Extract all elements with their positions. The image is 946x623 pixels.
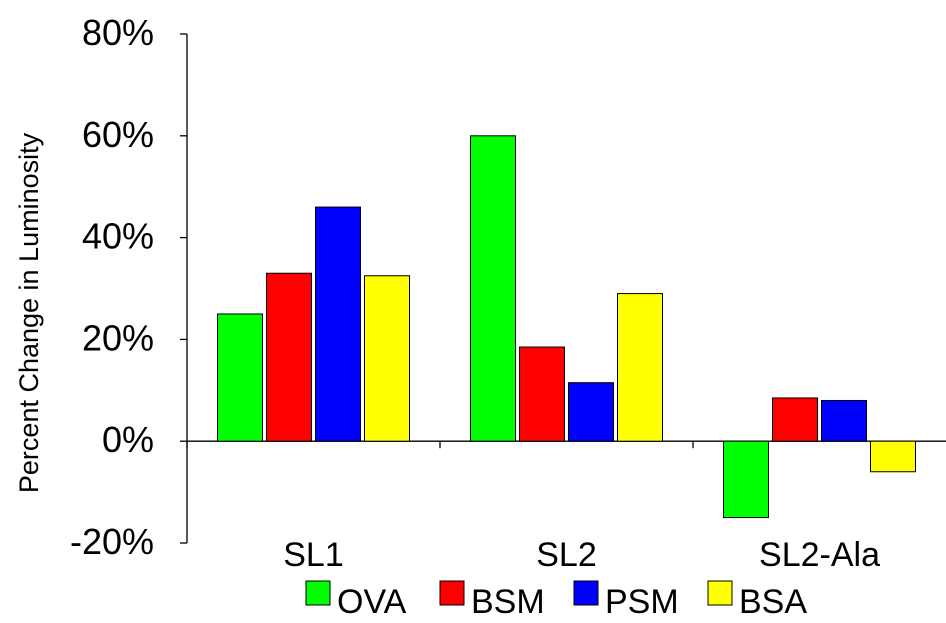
legend-label-psm: PSM xyxy=(605,583,679,618)
bar-bsm-sl2 xyxy=(519,346,565,442)
y-tick-label: 80% xyxy=(82,12,154,53)
y-tick-label: 40% xyxy=(82,216,154,257)
axes: -20% 0% 20% 40% 60% 80% SL1 SL2 SL2-Ala xyxy=(70,12,946,574)
y-tick-label: 0% xyxy=(102,419,154,460)
bar-bsm-sl2-ala xyxy=(772,397,818,442)
legend-label-bsa: BSA xyxy=(739,583,807,618)
bar-psm-sl2-ala xyxy=(821,399,867,442)
y-tick-label: 60% xyxy=(82,114,154,155)
legend-swatch-bsa xyxy=(707,580,733,606)
bar-ova-sl1 xyxy=(217,313,263,442)
legend-label-ova: OVA xyxy=(337,583,407,618)
bar-psm-sl2 xyxy=(568,382,614,442)
legend-swatch-ova xyxy=(305,580,331,606)
bars xyxy=(217,135,916,519)
legend-label-bsm: BSM xyxy=(471,583,545,618)
y-axis-label: Percent Change in Luminosity xyxy=(14,132,44,493)
bar-bsa-sl2-ala xyxy=(870,440,916,473)
y-tick-label: -20% xyxy=(70,521,154,562)
x-tick-label: SL2-Ala xyxy=(759,536,880,574)
bar-bsa-sl1 xyxy=(364,275,410,442)
bar-bsa-sl2 xyxy=(617,293,663,442)
legend-swatch-psm xyxy=(573,580,599,606)
y-tick-label: 20% xyxy=(82,317,154,358)
x-tick-label: SL1 xyxy=(283,536,344,574)
legend: OVA BSM PSM BSA xyxy=(305,580,807,621)
bar-bsm-sl1 xyxy=(266,272,312,442)
bar-ova-sl2 xyxy=(470,135,516,442)
bar-psm-sl1 xyxy=(315,206,361,442)
bar-ova-sl2-ala xyxy=(723,440,769,519)
legend-swatch-bsm xyxy=(439,580,465,606)
x-tick-label: SL2 xyxy=(536,536,597,574)
